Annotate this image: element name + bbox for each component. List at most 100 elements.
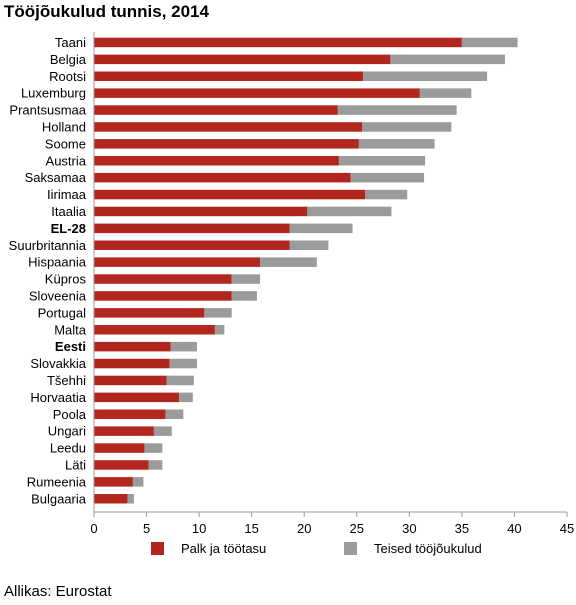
- x-tick-label: 0: [90, 521, 97, 536]
- bar-other: [127, 494, 134, 504]
- category-label: Malta: [54, 322, 87, 337]
- bar-other: [132, 477, 144, 487]
- bar-wage: [94, 274, 232, 284]
- category-label: Prantsusmaa: [9, 103, 86, 118]
- category-label: Rootsi: [49, 69, 86, 84]
- x-tick-label: 15: [244, 521, 258, 536]
- x-tick-label: 30: [402, 521, 416, 536]
- bar-wage: [94, 71, 364, 81]
- category-label: Leedu: [50, 441, 86, 456]
- bar-wage: [94, 426, 154, 436]
- bar-other: [169, 358, 198, 369]
- bar-other: [144, 443, 163, 453]
- bar-other: [289, 223, 353, 234]
- category-label: Horvaatia: [30, 390, 86, 405]
- legend-swatch: [151, 542, 164, 555]
- bar-other: [461, 37, 518, 48]
- bar-wage: [94, 223, 290, 234]
- bar-wage: [94, 375, 167, 386]
- category-label: Austria: [46, 153, 87, 168]
- bar-wage: [94, 37, 462, 48]
- legend: Palk ja töötasu Teised tööjõukulud: [151, 541, 482, 556]
- bar-other: [166, 375, 194, 386]
- category-label: Belgia: [50, 52, 87, 67]
- bar-other: [231, 291, 257, 301]
- bar-wage: [94, 257, 261, 267]
- bar-other: [153, 426, 172, 436]
- category-label: Suurbritannia: [9, 238, 87, 253]
- legend-swatch: [344, 542, 357, 555]
- bar-wage: [94, 392, 180, 403]
- bar-wage: [94, 291, 232, 301]
- bar-other: [337, 105, 457, 115]
- bar-wage: [94, 494, 128, 504]
- bar-wage: [94, 358, 170, 369]
- category-label: Itaalia: [51, 204, 86, 219]
- bar-wage: [94, 88, 420, 98]
- legend-label: Palk ja töötasu: [181, 541, 266, 556]
- bar-other: [204, 308, 232, 318]
- x-axis: 0 5 10 15 20 25 30 35 40 45: [90, 32, 574, 536]
- bar-wage: [94, 105, 338, 115]
- category-label: EL-28: [51, 221, 86, 236]
- category-label: Luxemburg: [21, 86, 86, 101]
- category-label: Tšehhi: [47, 373, 86, 388]
- category-label: Saksamaa: [25, 170, 87, 185]
- category-label: Läti: [65, 457, 86, 472]
- x-tick-label: 35: [455, 521, 469, 536]
- bar-other: [260, 257, 317, 267]
- category-label: Portugal: [38, 305, 87, 320]
- category-label: Rumeenia: [27, 474, 87, 489]
- chart-title: Tööjõukulud tunnis, 2014: [4, 2, 209, 21]
- category-labels: Taani Belgia Rootsi Luxemburg PrantsusmaaHol…: [9, 35, 87, 506]
- bar-other: [390, 54, 505, 65]
- x-tick-label: 25: [350, 521, 364, 536]
- category-label: Poola: [53, 407, 87, 422]
- bar-wage: [94, 139, 359, 149]
- bar-wage: [94, 325, 215, 335]
- bar-wage: [94, 308, 205, 318]
- bar-other: [338, 156, 426, 166]
- x-tick-label: 20: [297, 521, 311, 536]
- x-tick-label: 10: [192, 521, 206, 536]
- bar-other: [350, 172, 425, 183]
- bar-wage: [94, 206, 308, 217]
- source-note: Allikas: Eurostat: [4, 583, 112, 600]
- bar-other: [307, 206, 392, 217]
- category-label: Ungari: [48, 424, 86, 439]
- category-label: Hispaania: [28, 255, 87, 270]
- bar-other: [165, 409, 184, 419]
- category-label: Taani: [55, 35, 86, 50]
- bar-other: [179, 392, 193, 403]
- category-label: Sloveenia: [29, 288, 87, 303]
- bar-other: [362, 122, 452, 132]
- bar-other: [363, 71, 488, 81]
- bars-group: [94, 37, 518, 504]
- bar-other: [231, 274, 261, 284]
- bar-wage: [94, 409, 166, 419]
- bar-wage: [94, 240, 290, 250]
- category-label: Soome: [45, 136, 86, 151]
- x-tick-label: 40: [507, 521, 521, 536]
- bar-wage: [94, 172, 351, 183]
- x-tick-label: 45: [560, 521, 574, 536]
- bar-wage: [94, 460, 149, 470]
- bar-wage: [94, 122, 363, 132]
- bar-wage: [94, 156, 339, 166]
- bar-other: [419, 88, 472, 98]
- bar-other: [365, 189, 408, 200]
- x-tick-label: 5: [143, 521, 150, 536]
- category-label: Holland: [42, 119, 86, 134]
- bar-wage: [94, 54, 391, 65]
- bar-wage: [94, 189, 366, 200]
- bar-other: [170, 341, 198, 352]
- legend-label: Teised tööjõukulud: [374, 541, 482, 556]
- bar-wage: [94, 443, 145, 453]
- category-label: Bulgaaria: [31, 491, 87, 506]
- bar-wage: [94, 477, 133, 487]
- category-label: Slovakkia: [30, 356, 86, 371]
- category-label: Eesti: [55, 339, 86, 354]
- bar-other: [289, 240, 329, 250]
- bar-other: [214, 325, 225, 335]
